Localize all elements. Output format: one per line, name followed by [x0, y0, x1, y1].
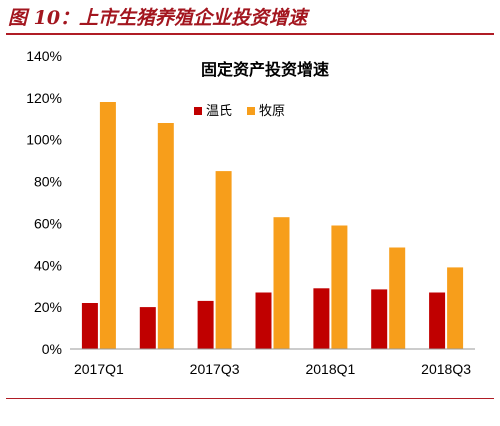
bar-muyuan [215, 171, 232, 349]
bar-wenshi [139, 307, 156, 349]
y-tick-label: 40% [34, 257, 62, 273]
bar-muyuan [447, 267, 464, 349]
bar-wenshi [371, 289, 388, 349]
y-tick-label: 120% [26, 90, 62, 106]
bar-wenshi [313, 288, 330, 349]
bar-muyuan [157, 123, 174, 349]
legend-swatch-wenshi [194, 107, 202, 115]
bar-wenshi [255, 292, 272, 349]
y-tick-label: 80% [34, 174, 62, 190]
x-tick-label: 2018Q1 [305, 361, 355, 377]
bar-muyuan [331, 225, 348, 349]
figure-title: 图 10：上市生猪养殖企业投资增速 [8, 7, 308, 29]
x-tick-label: 2018Q3 [421, 361, 471, 377]
x-tick-label: 2017Q1 [74, 361, 124, 377]
legend-label-wenshi: 温氏 [206, 103, 232, 118]
y-tick-label: 140% [26, 48, 62, 64]
chart-title: 固定资产投资增速 [201, 60, 329, 79]
bar-muyuan [273, 217, 290, 349]
footer-divider [6, 398, 494, 399]
legend-swatch-muyuan [247, 107, 255, 115]
bar-wenshi [429, 292, 446, 349]
bar-muyuan [389, 247, 406, 349]
title-divider [6, 33, 494, 35]
x-tick-label: 2017Q3 [190, 361, 240, 377]
legend: 温氏 牧原 [194, 103, 285, 118]
y-tick-label: 60% [34, 215, 62, 231]
legend-label-muyuan: 牧原 [259, 103, 285, 118]
bar-muyuan [99, 102, 116, 349]
bar-wenshi [81, 303, 98, 349]
bar-wenshi [197, 300, 214, 349]
y-tick-label: 100% [26, 132, 62, 148]
y-tick-label: 20% [34, 299, 62, 315]
y-tick-label: 0% [42, 341, 62, 357]
